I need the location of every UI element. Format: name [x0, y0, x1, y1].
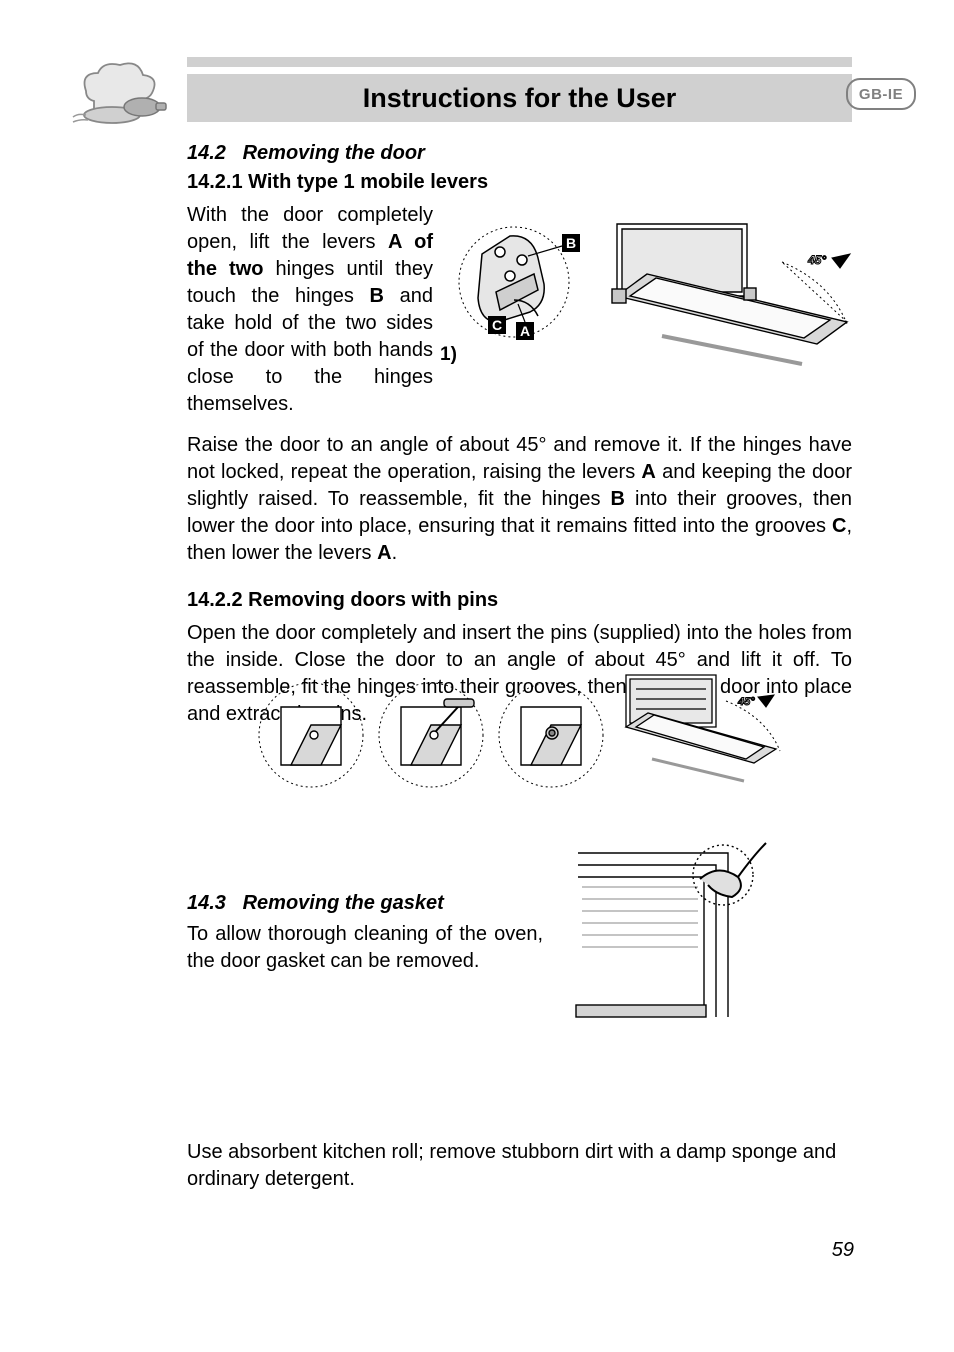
- page-title: Instructions for the User: [363, 83, 677, 114]
- heading-14-2-1: 14.2.1 With type 1 mobile levers: [187, 171, 855, 194]
- para-14-2-1-b: Raise the door to an angle of about 45° …: [187, 432, 852, 567]
- para-14-3-a: To allow thorough cleaning of the oven, …: [187, 921, 543, 975]
- heading-14-2-2-num: 14.2.2: [187, 589, 243, 611]
- bold-run: A: [641, 461, 655, 483]
- svg-text:B: B: [566, 235, 576, 251]
- figure-pin-sequence: 45°: [256, 665, 786, 790]
- heading-14-2: 14.2 Removing the door: [187, 142, 855, 165]
- svg-text:45°: 45°: [737, 696, 755, 708]
- svg-text:A: A: [520, 323, 530, 339]
- language-badge: GB-IE: [846, 78, 916, 110]
- heading-14-2-2: 14.2.2 Removing doors with pins: [187, 589, 855, 612]
- page-number: 59: [832, 1239, 854, 1262]
- heading-14-2-title: Removing the door: [243, 142, 425, 164]
- page: Instructions for the User GB-IE 14.2 Rem…: [0, 0, 954, 1352]
- heading-14-2-2-title: Removing doors with pins: [248, 589, 498, 611]
- bold-run: B: [370, 285, 384, 307]
- figure-hinge-diagram: B A C: [452, 204, 857, 379]
- heading-14-2-1-title: With type 1 mobile levers: [248, 171, 488, 193]
- heading-14-3-num: 14.3: [187, 892, 226, 914]
- bold-run: C: [832, 515, 846, 537]
- header-main-banner: Instructions for the User: [187, 74, 852, 122]
- figure-gasket: [568, 835, 768, 1035]
- para-14-3-b: Use absorbent kitchen roll; remove stubb…: [187, 1139, 852, 1193]
- heading-14-2-num: 14.2: [187, 142, 226, 164]
- heading-14-2-1-num: 14.2.1: [187, 171, 243, 193]
- text-run: .: [392, 542, 398, 564]
- heading-14-3-title: Removing the gasket: [243, 892, 444, 914]
- chef-hat-icon: [68, 57, 168, 127]
- bold-run: B: [611, 488, 625, 510]
- bold-run: A: [377, 542, 391, 564]
- svg-text:45°: 45°: [807, 253, 826, 267]
- header-thin-banner: [187, 57, 852, 67]
- para-14-2-1-a: With the door completely open, lift the …: [187, 202, 433, 418]
- svg-text:C: C: [492, 317, 502, 333]
- language-badge-text: GB-IE: [859, 86, 903, 103]
